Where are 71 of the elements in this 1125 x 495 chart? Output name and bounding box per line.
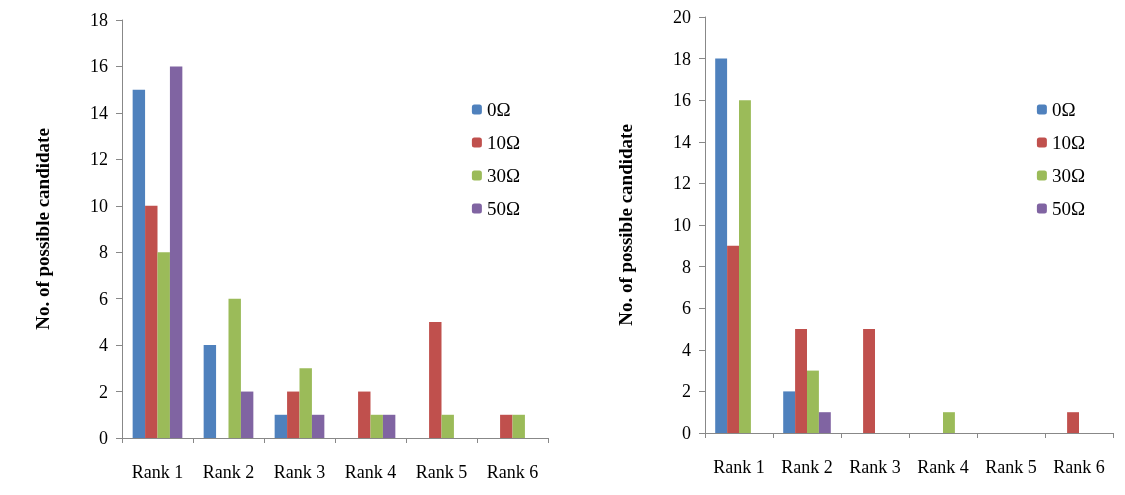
y-tick-label: 8 [682,256,691,277]
y-tick-label: 4 [682,339,691,360]
y-tick-label: 10 [673,215,691,235]
bar [145,205,158,438]
y-axis-title: No. of possible candidate [615,124,636,326]
y-tick-label: 6 [682,298,691,319]
legend-label: 0Ω [486,99,511,120]
bar [783,391,796,433]
y-tick-label: 20 [673,7,691,27]
bar [274,414,288,438]
bar [358,391,371,438]
bar [943,412,955,433]
bar [429,321,442,438]
bar [382,414,396,438]
y-tick-label: 14 [90,102,108,123]
y-tick-label: 18 [673,48,691,69]
x-tick-label: Rank 2 [202,462,255,482]
y-tick-label: 18 [90,10,108,30]
y-tick-label: 0 [99,428,108,448]
bar [287,391,300,438]
x-tick-label: Rank 3 [273,462,326,482]
legend-label: 30Ω [486,165,520,186]
y-tick-label: 6 [99,288,108,309]
y-tick-label: 16 [673,90,691,111]
x-tick-label: Rank 5 [415,462,468,482]
bar [739,100,751,433]
x-tick-label: Rank 1 [713,457,765,477]
y-axis-title: No. of possible candidate [32,128,53,330]
y-tick-label: 12 [90,149,108,170]
bar [500,414,513,438]
x-tick-label: Rank 3 [849,457,901,477]
y-tick-label: 2 [99,381,108,402]
bar [240,391,254,438]
bar [203,345,217,438]
bar [807,370,819,433]
bar [727,245,739,433]
y-tick-label: 12 [673,173,691,194]
y-tick-label: 8 [99,242,108,263]
bar [132,89,146,438]
x-tick-label: Rank 6 [486,462,539,482]
bar [370,414,383,438]
bar [157,252,170,438]
legend-label: 10Ω [1051,132,1085,153]
x-tick-label: Rank 2 [781,457,833,477]
bar [818,412,831,433]
y-tick-label: 0 [682,423,691,443]
bar [795,329,807,433]
bar [228,298,241,438]
bar [311,414,325,438]
y-tick-label: 4 [99,335,108,356]
bar [299,368,312,438]
bar [1067,412,1079,433]
x-tick-label: Rank 1 [131,462,184,482]
y-tick-label: 16 [90,56,108,77]
bar [715,58,728,433]
legend-label: 10Ω [486,132,520,153]
x-tick-label: Rank 4 [344,462,397,482]
bar [441,414,454,438]
legend-label: 0Ω [1051,99,1076,120]
x-tick-label: Rank 5 [985,457,1037,477]
y-tick-label: 10 [90,195,108,216]
bar [169,66,183,438]
bar [512,414,525,438]
x-tick-label: Rank 6 [1053,457,1105,477]
x-tick-label: Rank 4 [917,457,969,477]
legend-label: 30Ω [1051,165,1085,186]
y-tick-label: 2 [682,381,691,402]
legend-label: 50Ω [486,198,520,219]
bar [863,329,875,433]
y-tick-label: 14 [673,131,691,152]
legend-label: 50Ω [1051,198,1085,219]
